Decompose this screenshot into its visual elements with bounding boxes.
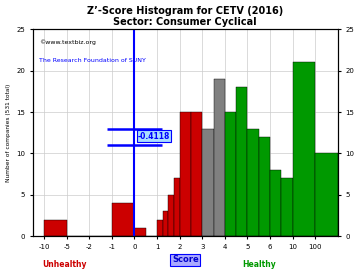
Bar: [202, 129, 213, 236]
Bar: [163, 211, 168, 236]
Title: Z’-Score Histogram for CETV (2016)
Sector: Consumer Cyclical: Z’-Score Histogram for CETV (2016) Secto…: [87, 6, 283, 27]
Text: -0.4118: -0.4118: [138, 131, 170, 141]
Y-axis label: Number of companies (531 total): Number of companies (531 total): [5, 84, 10, 182]
Bar: [157, 220, 163, 236]
Bar: [259, 137, 270, 236]
Bar: [293, 62, 315, 236]
Bar: [134, 228, 146, 236]
Bar: [236, 87, 247, 236]
Bar: [225, 112, 236, 236]
Text: The Research Foundation of SUNY: The Research Foundation of SUNY: [39, 58, 146, 63]
Bar: [270, 170, 281, 236]
Bar: [180, 112, 191, 236]
Bar: [112, 203, 134, 236]
Text: Healthy: Healthy: [242, 260, 276, 269]
Bar: [247, 129, 259, 236]
Bar: [191, 112, 202, 236]
Bar: [281, 178, 293, 236]
Bar: [213, 79, 225, 236]
X-axis label: Score: Score: [172, 255, 199, 264]
Bar: [315, 153, 338, 236]
Text: Unhealthy: Unhealthy: [42, 260, 87, 269]
Bar: [44, 220, 67, 236]
Bar: [174, 178, 180, 236]
Bar: [168, 195, 174, 236]
Text: ©www.textbiz.org: ©www.textbiz.org: [39, 39, 96, 45]
